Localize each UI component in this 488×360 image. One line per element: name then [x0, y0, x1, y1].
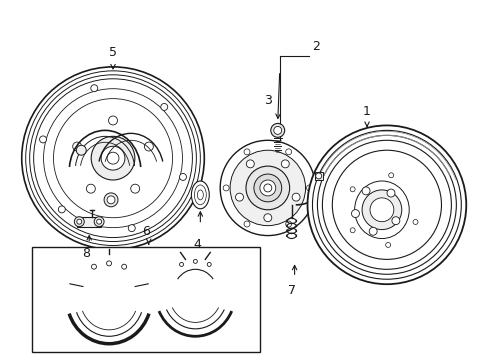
Circle shape — [179, 174, 186, 180]
Circle shape — [244, 149, 249, 155]
Circle shape — [107, 196, 115, 204]
Circle shape — [40, 136, 46, 143]
Circle shape — [77, 219, 81, 224]
Circle shape — [412, 220, 417, 225]
Circle shape — [317, 135, 455, 274]
Circle shape — [91, 136, 135, 180]
Circle shape — [21, 67, 204, 249]
Circle shape — [349, 187, 354, 192]
Circle shape — [259, 180, 275, 196]
Text: 6: 6 — [142, 225, 149, 238]
Circle shape — [306, 185, 312, 191]
Circle shape — [264, 214, 271, 222]
Circle shape — [101, 146, 124, 170]
Circle shape — [34, 79, 192, 238]
Circle shape — [97, 219, 102, 224]
Circle shape — [264, 184, 271, 192]
Circle shape — [332, 150, 441, 260]
Circle shape — [108, 116, 117, 125]
Circle shape — [161, 103, 167, 111]
Circle shape — [76, 145, 86, 155]
Circle shape — [361, 190, 401, 230]
Circle shape — [235, 193, 243, 201]
Circle shape — [223, 185, 229, 191]
Circle shape — [179, 262, 183, 266]
Circle shape — [74, 217, 84, 227]
Circle shape — [30, 75, 196, 242]
Circle shape — [385, 243, 390, 247]
Text: 8: 8 — [82, 247, 90, 261]
Bar — [314, 172, 322, 180]
Text: 7: 7 — [287, 284, 295, 297]
Bar — [77, 217, 101, 227]
Text: 4: 4 — [193, 238, 201, 251]
Circle shape — [193, 260, 197, 264]
Circle shape — [391, 217, 399, 225]
Circle shape — [244, 221, 249, 227]
Circle shape — [58, 206, 65, 213]
Circle shape — [144, 142, 153, 151]
Circle shape — [86, 184, 95, 193]
Circle shape — [104, 193, 118, 207]
Circle shape — [106, 261, 111, 266]
Circle shape — [307, 125, 466, 284]
Circle shape — [351, 210, 359, 217]
Circle shape — [312, 130, 460, 279]
Circle shape — [246, 160, 254, 168]
Circle shape — [43, 89, 182, 228]
Circle shape — [386, 189, 394, 197]
Ellipse shape — [354, 181, 408, 239]
Circle shape — [281, 160, 289, 168]
Text: 2: 2 — [312, 40, 320, 53]
Circle shape — [245, 166, 289, 210]
Circle shape — [369, 198, 393, 222]
Circle shape — [128, 225, 135, 231]
Circle shape — [107, 152, 119, 164]
Circle shape — [361, 187, 369, 195]
Circle shape — [285, 149, 291, 155]
Circle shape — [322, 140, 450, 269]
Circle shape — [315, 173, 321, 179]
Text: 5: 5 — [109, 46, 117, 59]
Circle shape — [91, 264, 96, 269]
Circle shape — [349, 228, 354, 233]
Circle shape — [207, 262, 211, 266]
Ellipse shape — [191, 181, 209, 209]
Circle shape — [122, 264, 126, 269]
Text: 3: 3 — [264, 94, 271, 107]
Circle shape — [130, 184, 140, 193]
Circle shape — [285, 221, 291, 227]
Circle shape — [220, 140, 315, 235]
Circle shape — [94, 217, 104, 227]
Circle shape — [291, 193, 300, 201]
Circle shape — [91, 85, 98, 92]
Circle shape — [388, 173, 393, 178]
Text: 1: 1 — [363, 105, 370, 118]
Circle shape — [273, 126, 281, 134]
Circle shape — [253, 174, 281, 202]
Circle shape — [270, 123, 284, 137]
Circle shape — [230, 150, 305, 226]
Circle shape — [26, 71, 200, 246]
Circle shape — [73, 142, 81, 151]
Bar — [32, 247, 259, 352]
Circle shape — [368, 227, 376, 235]
